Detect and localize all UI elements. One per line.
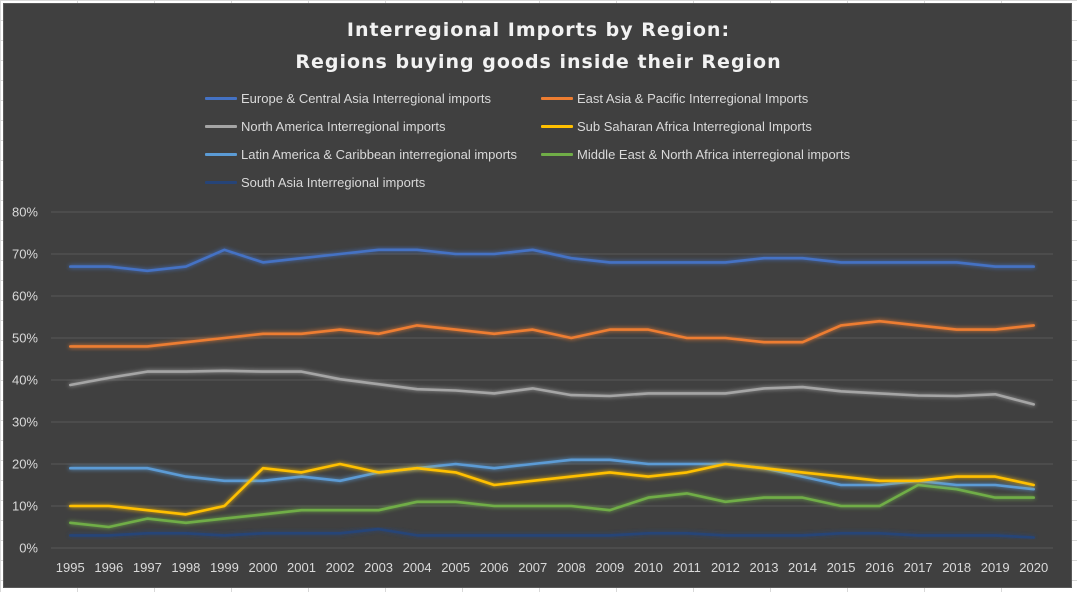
x-tick-label: 2001 [287,560,316,575]
legend-swatch [541,124,573,128]
x-tick-label: 2009 [595,560,624,575]
series-line[interactable] [69,248,1035,273]
x-axis-ticks: 1995 1996 1997 1998 1999 2000 2001 2002 2003 2004… [56,560,1048,575]
y-tick-label: 0% [19,541,38,556]
legend-item-south-asia[interactable]: South Asia Interregional imports [205,172,425,192]
legend-label: North America Interregional imports [241,118,446,134]
x-tick-label: 1997 [133,560,162,575]
chart-legend[interactable]: Europe & Central Asia Interregional impo… [205,88,905,198]
x-tick-label: 2019 [981,560,1010,575]
chart-title-line-1: Interregional Imports by Region: [346,19,731,41]
series-line[interactable] [69,458,1035,491]
y-tick-label: 80% [12,205,38,220]
x-tick-label: 2014 [788,560,817,575]
legend-swatch [205,124,237,128]
legend-label: Europe & Central Asia Interregional impo… [241,90,492,106]
x-tick-label: 2004 [403,560,432,575]
series-line[interactable] [69,319,1035,348]
legend-item-middle-east-north-africa[interactable]: Middle East & North Africa interregional… [541,144,850,164]
x-tick-label: 2020 [1019,560,1048,575]
series-line[interactable] [69,483,1035,529]
x-tick-label: 2012 [711,560,740,575]
x-tick-label: 2016 [865,560,894,575]
legend-item-europe-central-asia[interactable]: Europe & Central Asia Interregional impo… [205,88,491,108]
x-tick-label: 1995 [56,560,85,575]
x-tick-label: 2008 [557,560,586,575]
x-tick-label: 2010 [634,560,663,575]
y-tick-label: 30% [12,415,38,430]
legend-label: Sub Saharan Africa Interregional Imports [577,118,812,134]
legend-item-latin-america-caribbean[interactable]: Latin America & Caribbean interregional … [205,144,517,164]
x-tick-label: 2003 [364,560,393,575]
x-tick-label: 2007 [518,560,547,575]
series-line[interactable] [69,369,1035,406]
legend-label: South Asia Interregional imports [241,174,426,190]
legend-swatch [541,152,573,156]
series-line[interactable] [69,527,1035,539]
x-tick-label: 2011 [673,560,701,575]
legend-label: East Asia & Pacific Interregional Import… [577,90,809,106]
legend-label: Middle East & North Africa interregional… [577,146,851,162]
legend-swatch [205,152,237,156]
y-tick-label: 70% [12,247,38,262]
series-line[interactable] [69,462,1035,516]
y-tick-label: 40% [12,373,38,388]
y-tick-label: 20% [12,457,38,472]
x-tick-label: 1998 [171,560,200,575]
chart-title-line-2: Regions buying goods inside their Region [295,51,782,73]
y-tick-label: 50% [12,331,38,346]
x-tick-label: 1996 [94,560,123,575]
legend-item-sub-saharan-africa[interactable]: Sub Saharan Africa Interregional Imports [541,116,812,136]
series-lines [69,248,1035,539]
x-tick-label: 2005 [441,560,470,575]
x-tick-label: 2017 [904,560,933,575]
x-tick-label: 2000 [249,560,278,575]
x-tick-label: 2013 [750,560,779,575]
legend-label: Latin America & Caribbean interregional … [241,146,518,162]
x-tick-label: 2015 [827,560,856,575]
y-tick-label: 10% [12,499,38,514]
legend-swatch [205,96,237,100]
x-tick-label: 1999 [210,560,239,575]
y-tick-label: 60% [12,289,38,304]
legend-swatch [541,96,573,100]
legend-item-north-america[interactable]: North America Interregional imports [205,116,445,136]
y-axis-ticks: 0% 10% 20% 30% 40% 50% 60% 70% 80% [12,205,38,556]
legend-item-east-asia-pacific[interactable]: East Asia & Pacific Interregional Import… [541,88,808,108]
legend-swatch [205,180,237,184]
x-tick-label: 2002 [326,560,355,575]
x-tick-label: 2018 [942,560,971,575]
x-tick-label: 2006 [480,560,509,575]
chart-title: Interregional Imports by Region: Regions… [0,14,1077,78]
